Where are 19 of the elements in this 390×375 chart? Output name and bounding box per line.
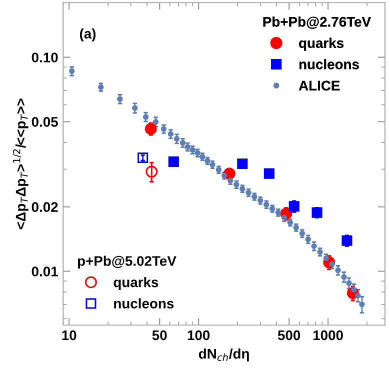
legend-label: ALICE xyxy=(298,80,340,91)
text: Pb+Pb@2.76TeV xyxy=(263,16,371,29)
x-axis-title: dN$_{ch}$/dη xyxy=(198,348,249,362)
y-tick-label: 0.01 xyxy=(32,266,58,276)
x-tick-label: 50 xyxy=(152,330,167,340)
x-tick-label: 500 xyxy=(278,330,300,340)
y-tick-label: 0.10 xyxy=(32,52,58,62)
text: p+Pb@5.02TeV xyxy=(78,256,176,269)
legend-label: nucleons xyxy=(114,298,174,308)
x-tick-label: 100 xyxy=(188,330,210,340)
x-tick-label: 1000 xyxy=(313,330,343,340)
x-tick-label: 10 xyxy=(62,330,76,340)
legend-label: quarks xyxy=(114,277,158,290)
legend-label: quarks xyxy=(299,38,344,51)
text: <Δp$_{T}$Δp$_{T}$>$^{1/2}$/<<p$_{T}$>> xyxy=(12,98,28,230)
legend-label: nucleons xyxy=(299,59,359,70)
y-tick-label: 0.02 xyxy=(32,202,58,212)
annotation: (a) xyxy=(80,28,96,42)
y-tick-label: 0.05 xyxy=(32,117,58,127)
